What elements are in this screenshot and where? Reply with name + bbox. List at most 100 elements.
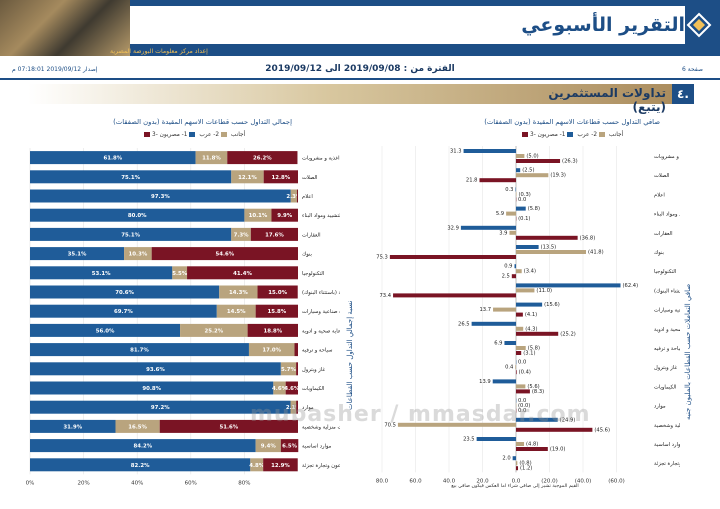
right-bar-value-label: 73.4 <box>379 293 391 299</box>
left-bar-value-label: 81.7% <box>130 348 149 354</box>
left-bar-segment <box>30 266 173 280</box>
right-bar <box>516 389 530 394</box>
right-bar <box>516 173 549 178</box>
right-bar <box>506 211 516 216</box>
legend-label-foreigners-right: 3- أجانب <box>530 132 624 138</box>
left-bar-value-label: 5.7% <box>281 367 297 373</box>
section-bar <box>28 84 694 104</box>
right-bar <box>516 269 522 274</box>
right-bar-value-label: (41.8) <box>588 250 604 256</box>
left-bar-value-label: 75.1% <box>121 232 140 238</box>
right-bar-value-label: (0.8) <box>519 461 531 467</box>
left-bar-value-label: 18.8% <box>263 328 282 334</box>
left-bar-value-label: 97.3% <box>151 194 170 200</box>
right-xtick-label: (60.0) <box>608 478 625 484</box>
legend-swatch-arabs <box>221 132 228 137</box>
left-bar-segment <box>30 170 232 184</box>
left-bar-segment <box>187 266 298 280</box>
left-xtick-label: 20% <box>77 480 89 485</box>
left-bar-segment <box>296 400 298 414</box>
right-bar <box>516 288 535 293</box>
legend-label-arabs: 2- عرب <box>199 132 220 138</box>
left-bar-segment <box>255 439 281 453</box>
right-bar-value-label: (3.4) <box>524 269 536 275</box>
left-category-label: بنوك <box>302 252 312 258</box>
right-category-label: منتجات منزلية وشخصية <box>654 423 680 429</box>
right-bar <box>514 264 516 269</box>
legend-swatch-egyptians <box>189 132 196 137</box>
right-bar <box>516 283 621 288</box>
right-category-label: سياحة و ترفيه <box>654 346 680 352</box>
right-chart-title: صافي التداول حسب قطاعات الاسهم المقيدة (… <box>484 118 660 126</box>
left-bar-value-label: 17.0% <box>262 348 281 354</box>
release-timestamp: إصدار 2019/09/12 07:18:01 م <box>12 66 98 73</box>
left-bar-value-label: 12.9% <box>271 463 290 469</box>
right-bar <box>516 466 519 471</box>
right-bar-value-label: (5.8) <box>528 206 540 212</box>
right-bar-value-label: (0.0) <box>518 403 530 409</box>
right-category-label: العقارات <box>654 231 673 237</box>
left-bar-value-label: 51.6% <box>220 424 239 430</box>
left-category-label: موارد اساسية <box>302 444 332 450</box>
right-bar-value-label: (0.3) <box>519 192 531 198</box>
left-bar-value-label: 12.1% <box>238 175 257 181</box>
left-bar-value-label: 61.8% <box>103 156 122 162</box>
right-category-label: التكنولوجيا <box>654 269 676 275</box>
left-bar-segment <box>30 247 125 261</box>
exchange-logo-icon <box>686 12 712 38</box>
left-bar-segment <box>30 208 245 222</box>
left-category-label: منتجات منزلية وشخصية <box>302 424 340 430</box>
right-bar-value-label: 31.3 <box>450 149 462 155</box>
right-bar-value-label: 13.9 <box>479 379 491 385</box>
right-bar <box>516 427 593 432</box>
left-bar-value-label: 82.2% <box>131 463 150 469</box>
left-bar-value-label: 25.2% <box>204 328 223 334</box>
left-bar-segment <box>159 419 298 433</box>
left-bar-value-label: 35.1% <box>68 252 87 258</box>
right-category-label: موزعون وتجارة تجزئة <box>654 461 680 467</box>
left-bar-segment <box>30 381 274 395</box>
right-bar-value-label: (45.6) <box>594 427 610 433</box>
right-chart-legend: 3- أجانب 2- عرب 1- مصريون <box>520 132 623 138</box>
left-bar-segment <box>115 419 160 433</box>
right-bar-value-label: (0.1) <box>518 216 530 222</box>
right-bar-value-label: (13.5) <box>541 245 557 251</box>
right-bar-value-label: 0.0 <box>518 197 526 203</box>
right-bar-value-label: (62.4) <box>623 283 639 289</box>
left-chart-legend: 3- أجانب 2- عرب 1- مصريون <box>142 132 245 138</box>
left-bar-segment <box>30 458 251 472</box>
right-bar <box>389 255 516 259</box>
left-bar-value-label: 53.1% <box>92 271 111 277</box>
left-bar-segment <box>296 362 298 376</box>
right-bar-value-label: (3.1) <box>523 351 535 357</box>
left-bar-value-label: 14.5% <box>227 309 246 315</box>
right-bar <box>492 379 516 384</box>
right-bar-value-label: (36.8) <box>580 235 596 241</box>
left-category-label: غاز وبترول <box>302 367 325 373</box>
left-bar-segment <box>285 381 298 395</box>
left-xtick-label: 60% <box>185 480 197 485</box>
left-bar-segment <box>244 208 272 222</box>
right-category-label: موارد <box>654 404 666 410</box>
left-xtick-label: 40% <box>131 480 143 485</box>
left-bar-segment <box>280 439 299 453</box>
left-category-label: الصلات <box>302 175 318 181</box>
left-bar-value-label: 2.3% <box>286 194 302 200</box>
left-bar-segment <box>296 189 298 203</box>
left-bar-segment <box>172 266 188 280</box>
left-bar-value-label: 26.2% <box>253 156 272 162</box>
right-bar-value-label: 2.0 <box>502 456 510 462</box>
right-bar <box>471 321 516 326</box>
right-chart-side-label: صافي التعاملات حسب القطاعات بالمليون جني… <box>684 283 692 420</box>
left-bar-value-label: 9.4% <box>261 444 277 450</box>
legend-label-egyptians-right: 1- مصريون <box>537 132 566 138</box>
right-xtick-label: (20.0) <box>541 478 558 484</box>
right-bar-value-label: (5.0) <box>526 154 538 160</box>
right-bar <box>516 461 518 466</box>
legend-label-egyptians: 1- مصريون <box>159 132 188 138</box>
right-bar <box>516 235 578 240</box>
right-xtick-label: 40.0 <box>443 478 456 484</box>
left-bar-value-label: 10.3% <box>129 252 148 258</box>
right-bar <box>516 245 539 249</box>
right-category-label: الصلات <box>654 173 670 179</box>
